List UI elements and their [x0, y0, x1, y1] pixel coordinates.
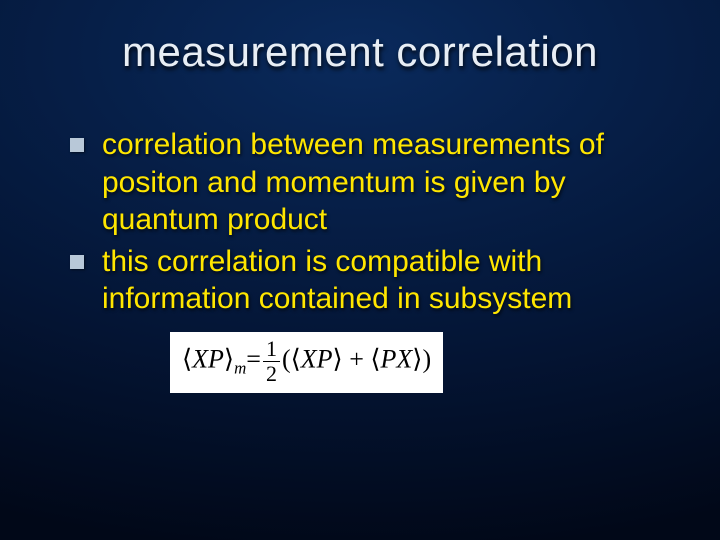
formula-image: ⟨XP⟩m=12(⟨XP⟩ + ⟨PX⟩): [170, 332, 443, 393]
formula-t2-vars: PX: [381, 344, 413, 373]
formula-lhs-open: ⟨: [182, 344, 192, 373]
formula-t2-open: ⟨: [370, 344, 380, 373]
formula-t1-vars: XP: [301, 344, 333, 373]
bullet-item: this correlation is compatible with info…: [70, 243, 650, 318]
formula-frac-den: 2: [263, 362, 280, 385]
formula-eq: =: [246, 344, 261, 373]
formula-paren-open: (: [282, 344, 291, 373]
bullet-text: correlation between measurements of posi…: [102, 126, 650, 239]
formula-paren-close: ): [422, 344, 431, 373]
formula-fraction: 12: [263, 338, 280, 385]
formula-t1-close: ⟩: [333, 344, 343, 373]
formula-plus: +: [343, 344, 371, 373]
formula-t2-close: ⟩: [412, 344, 422, 373]
slide-body: correlation between measurements of posi…: [0, 76, 720, 393]
square-bullet-icon: [70, 138, 84, 152]
formula-lhs-close: ⟩: [224, 344, 234, 373]
formula-frac-num: 1: [263, 338, 280, 362]
bullet-item: correlation between measurements of posi…: [70, 126, 650, 239]
slide-container: measurement correlation correlation betw…: [0, 0, 720, 540]
bullet-text: this correlation is compatible with info…: [102, 243, 650, 318]
formula-t1-open: ⟨: [291, 344, 301, 373]
square-bullet-icon: [70, 255, 84, 269]
slide-title: measurement correlation: [0, 0, 720, 76]
formula-lhs-vars: XP: [192, 344, 224, 373]
formula-lhs-sub: m: [234, 358, 246, 377]
